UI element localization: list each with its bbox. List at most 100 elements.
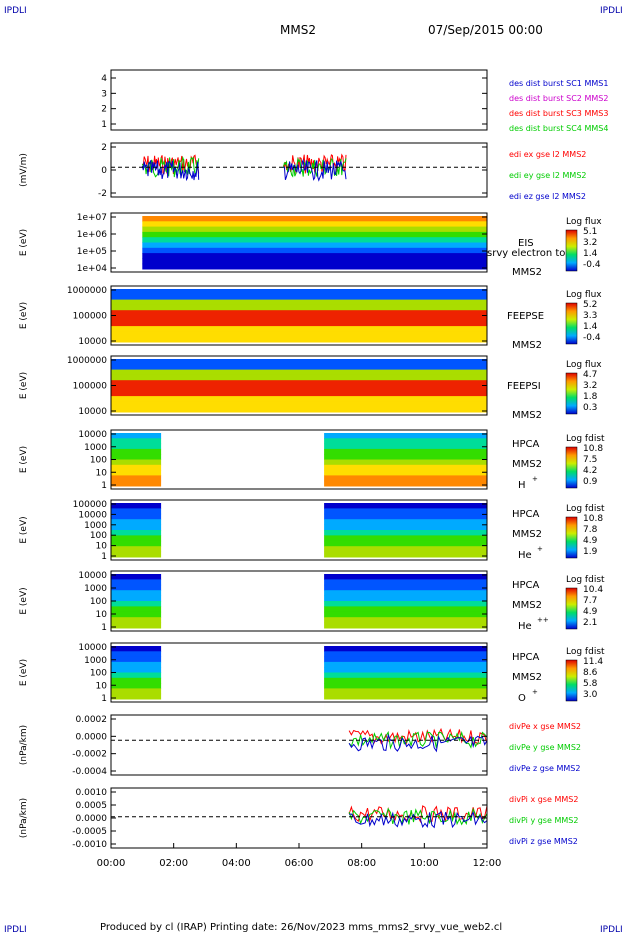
colorbar-tick-label: 3.2 (583, 238, 597, 248)
spectrogram-band (111, 438, 162, 445)
spectrogram-band (324, 530, 487, 536)
spectrogram-band (111, 646, 162, 652)
colorbar-tick-label: 5.8 (583, 679, 598, 689)
colorbar-tick-label: 3.2 (583, 381, 597, 391)
legend-entry: des dist burst SC2 MMS2 (509, 94, 608, 103)
spectrogram-band (111, 396, 487, 402)
colorbar-tick-label: 5.1 (583, 227, 597, 237)
spacecraft-label: MMS2 (512, 410, 542, 421)
spectrogram-band (111, 385, 487, 392)
spectrogram-band (111, 374, 487, 381)
y-tick-label: 2 (101, 143, 107, 153)
colorbar (565, 446, 578, 489)
spectrogram-band (111, 401, 487, 408)
spectrogram-band (111, 464, 162, 471)
y-axis-label: (nPa/km) (19, 725, 29, 765)
y-tick-label: 4 (101, 74, 107, 84)
y-tick-label: -0.0002 (72, 750, 107, 760)
spectrogram-band (324, 459, 487, 466)
spectrogram-band (111, 661, 162, 668)
y-tick-label: -0.0010 (72, 840, 107, 850)
panel-divpi: 0.0010 0.0005 0.0000 -0.0005 -0.0010 (nPa/km)… (19, 787, 578, 850)
colorbar (565, 659, 578, 702)
species-charge: + (532, 688, 538, 696)
spectrogram-band (111, 574, 162, 580)
spectrogram-band (111, 656, 162, 663)
spectrogram-band (324, 540, 487, 547)
spectrogram-band (111, 672, 162, 679)
spectrogram-band (111, 503, 162, 509)
corner-label-br: IPDLI (600, 925, 623, 934)
colorbar-title: Log flux (566, 290, 602, 300)
species-label: H (518, 480, 526, 491)
panel-frame (110, 212, 488, 273)
panel-frame (110, 714, 488, 776)
spectrogram-band (324, 667, 487, 673)
legend-entry: edi ex gse l2 MMS2 (509, 150, 586, 159)
series-line (348, 727, 488, 746)
colorbar (565, 587, 578, 630)
panel-des-dist-burst: 1 2 3 4 des dist burst SC1 MMS1 des dist burs… (101, 69, 608, 133)
y-axis-label: E (eV) (19, 372, 29, 399)
y-tick-label: 0.0002 (76, 715, 108, 725)
spectrogram-band (324, 651, 487, 658)
spectrogram-band (111, 299, 487, 306)
spectrogram-band (324, 661, 487, 668)
spectrogram-band (111, 546, 162, 553)
spectrogram-band (111, 519, 162, 526)
series-line (348, 805, 488, 824)
y-axis-label: E (eV) (19, 587, 29, 614)
y-tick-label: 2 (101, 105, 107, 115)
legend-entry: des dist burst SC3 MMS3 (509, 109, 608, 118)
y-tick-label: 100 (90, 531, 107, 541)
y-tick-label: -0.0005 (72, 827, 107, 837)
spectrogram-band (142, 226, 488, 233)
spectrogram-band (142, 237, 488, 243)
instrument-label: FEEPSI (507, 381, 541, 392)
colorbar-tick-label: 4.2 (583, 466, 597, 476)
y-axis-label: E (eV) (19, 446, 29, 473)
y-tick-label: 1000000 (67, 286, 107, 296)
y-tick-label: 1 (101, 120, 107, 130)
panel-edi-e-gse: 2 0 -2 (mV/m) edi ex gse l2 MMS2 edi ey gse l… (19, 142, 587, 201)
colorbar-tick-label: 1.8 (583, 392, 598, 402)
spectrogram-band (324, 513, 487, 520)
spectrogram-band (324, 590, 487, 597)
colorbar-title: Log flux (566, 360, 602, 370)
corner-label-tl: IPDLI (4, 6, 27, 16)
spectrogram-band (111, 304, 487, 311)
spectrogram-band (111, 601, 162, 607)
colorbar-title: Log fdist (566, 434, 605, 444)
y-axis-label: E (eV) (19, 659, 29, 686)
spectrogram-band (111, 326, 487, 332)
spectrogram-band (324, 622, 487, 629)
spectrogram-band (111, 540, 162, 547)
y-tick-label: 1e+06 (77, 230, 108, 240)
spectrogram-band (111, 677, 162, 684)
colorbar-tick-label: 5.2 (583, 300, 597, 310)
y-tick-label: -0.0004 (72, 767, 107, 777)
y-tick-label: 1e+04 (77, 264, 108, 274)
spectrogram-band (111, 369, 487, 376)
species-label: He (518, 550, 532, 561)
mode-label: srvy electron to (487, 248, 565, 259)
colorbar-tick-label: 3.3 (583, 311, 597, 321)
x-tick-label: 08:00 (347, 858, 376, 869)
y-tick-label: 0.0005 (76, 801, 108, 811)
y-axis-label: (nPa/km) (19, 798, 29, 838)
spectrogram-band (324, 448, 487, 455)
spectrogram-band (142, 263, 488, 270)
x-tick-label: 02:00 (159, 858, 188, 869)
spectrogram-band (111, 688, 162, 695)
spectrogram-band (324, 693, 487, 700)
colorbar-tick-label: 2.1 (583, 618, 597, 628)
y-tick-label: 10000 (78, 407, 107, 417)
spectrogram-band (324, 656, 487, 663)
spectrogram-band (111, 289, 487, 295)
y-tick-label: 1 (101, 552, 107, 562)
colorbar (565, 229, 578, 272)
y-tick-label: 100000 (73, 312, 108, 322)
y-tick-label: 0.0000 (76, 732, 108, 742)
colorbar-tick-label: 4.9 (583, 607, 598, 617)
